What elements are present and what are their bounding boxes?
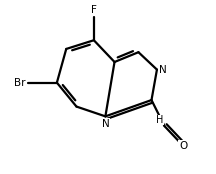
Text: O: O — [179, 141, 187, 151]
Text: H: H — [156, 115, 164, 125]
Text: N: N — [159, 65, 167, 75]
Text: Br: Br — [14, 78, 25, 88]
Text: F: F — [91, 5, 97, 15]
Text: N: N — [102, 118, 109, 129]
